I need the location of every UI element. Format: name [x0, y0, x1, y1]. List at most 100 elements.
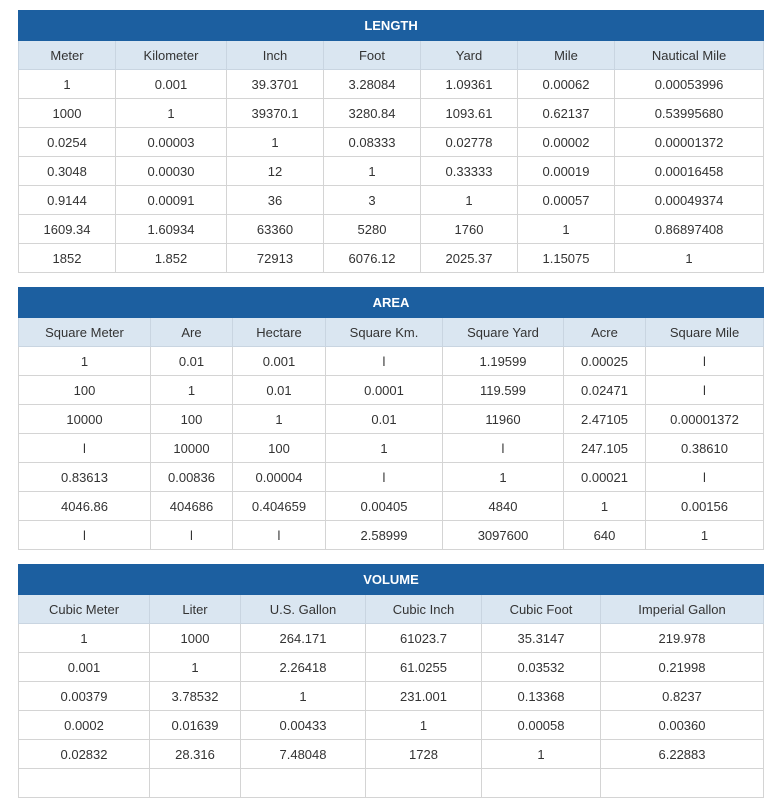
table-cell: 7.48048: [240, 739, 366, 769]
area-column-header: Are: [150, 317, 233, 347]
table-cell: 640: [563, 520, 646, 550]
table-row: 1609.34 1.60934 63360 5280 1760 1 0.86897408: [18, 214, 765, 244]
table-row: 10000 100 1 0.01 11960 2.47105 0.00001372: [18, 404, 764, 434]
table-cell: 3.28084: [323, 69, 421, 99]
table-cell: 0.00836: [150, 462, 233, 492]
table-cell: 0.0254: [18, 127, 116, 157]
area-column-header: Acre: [563, 317, 646, 347]
table-cell: 0.3048: [18, 156, 116, 186]
table-cell: 2.58999: [325, 520, 443, 550]
table-cell: 0.404659: [232, 491, 326, 521]
table-cell: 1000: [18, 98, 116, 128]
table-cell: 0.08333: [323, 127, 421, 157]
volume-table-section: VOLUME Cubic Meter Liter U.S. Gallon Cubic …: [18, 564, 764, 798]
table-row: 100 1 0.01 0.0001 119.599 0.02471 l: [18, 375, 764, 405]
table-cell: l: [442, 433, 564, 463]
table-row: 0.83613 0.00836 0.00004 l 1 0.00021 l: [18, 462, 764, 492]
length-column-header: Foot: [323, 40, 421, 70]
area-column-header: Square Meter: [18, 317, 151, 347]
table-cell: 63360: [226, 214, 324, 244]
volume-column-header: Cubic Inch: [365, 594, 482, 624]
table-cell: 1: [420, 185, 518, 215]
table-cell: 0.001: [18, 652, 150, 682]
table-title-length: LENGTH: [17, 10, 765, 41]
table-cell: 100: [232, 433, 326, 463]
table-cell: 0.00062: [517, 69, 615, 99]
area-column-header: Hectare: [232, 317, 326, 347]
table-cell: 0.00021: [563, 462, 646, 492]
table-row: 0.0002 0.01639 0.00433 1 0.00058 0.00360: [18, 710, 764, 740]
volume-column-header: Cubic Meter: [18, 594, 150, 624]
table-title-area: AREA: [18, 287, 764, 318]
table-row: 0.001 1 2.26418 61.0255 0.03532 0.21998: [18, 652, 764, 682]
table-cell: 0.00030: [115, 156, 227, 186]
table-cell: 1728: [365, 739, 482, 769]
table-cell: 0.01: [232, 375, 326, 405]
table-cell: 0.0001: [325, 375, 443, 405]
table-cell: 0.02778: [420, 127, 518, 157]
table-cell: 1: [226, 127, 324, 157]
table-cell: 0.86897408: [613, 214, 765, 244]
table-cell: 1093.61: [420, 98, 518, 128]
table-cell: 0.21998: [600, 652, 764, 682]
table-cell: 0.62137: [517, 98, 615, 128]
table-cell: 1: [115, 98, 227, 128]
table-cell: 36: [226, 185, 324, 215]
area-column-header: Square Mile: [645, 317, 764, 347]
table-cell: 1: [442, 462, 564, 492]
table-cell: 0.00156: [645, 491, 764, 521]
table-cell: 0.83613: [18, 462, 151, 492]
length-column-header: Nautical Mile: [613, 40, 765, 70]
volume-column-header: Cubic Foot: [481, 594, 601, 624]
table-cell: 0.001: [232, 346, 326, 376]
table-cell: 0.00004: [232, 462, 326, 492]
table-cell: 0.00053996: [613, 69, 765, 99]
table-row: 1000 1 39370.1 3280.84 1093.61 0.62137 0.53995…: [18, 98, 765, 128]
table-cell: 39370.1: [226, 98, 324, 128]
table-row: 0.00379 3.78532 1 231.001 0.13368 0.8237: [18, 681, 764, 711]
volume-column-header: Liter: [149, 594, 241, 624]
table-cell: 2.47105: [563, 404, 646, 434]
table-cell: l: [18, 520, 151, 550]
table-cell: 6076.12: [323, 243, 421, 273]
table-cell: 0.00016458: [613, 156, 765, 186]
table-row: 0.0254 0.00003 1 0.08333 0.02778 0.00002 0.000…: [18, 127, 765, 157]
table-cell: 72913: [226, 243, 324, 273]
table-cell: 264.171: [240, 623, 366, 653]
table-cell: 231.001: [365, 681, 482, 711]
table-row: 1 0.01 0.001 l 1.19599 0.00025 l: [18, 346, 764, 376]
table-cell: 3280.84: [323, 98, 421, 128]
length-column-header: Kilometer: [115, 40, 227, 70]
table-cell: 1: [645, 520, 764, 550]
table-cell: 247.105: [563, 433, 646, 463]
table-cell: 0.00058: [481, 710, 601, 740]
table-cell: 10000: [18, 404, 151, 434]
table-cell: 100: [150, 404, 233, 434]
table-cell: 0.01639: [149, 710, 241, 740]
table-cell: l: [325, 346, 443, 376]
table-cell: 0.00091: [115, 185, 227, 215]
length-column-header: Mile: [517, 40, 615, 70]
table-cell: l: [18, 433, 151, 463]
table-cell: 1: [18, 69, 116, 99]
table-cell: 61023.7: [365, 623, 482, 653]
table-cell: 4046.86: [18, 491, 151, 521]
table-cell: 1609.34: [18, 214, 116, 244]
table-cell: 1: [149, 652, 241, 682]
table-cell: 3: [323, 185, 421, 215]
area-table: AREA Square Meter Are Hectare Square Km. Squ…: [18, 287, 764, 550]
table-cell: 0.00003: [115, 127, 227, 157]
table-cell: 1.09361: [420, 69, 518, 99]
area-column-header: Square Km.: [325, 317, 443, 347]
table-row: 0.3048 0.00030 12 1 0.33333 0.00019 0.00016458: [18, 156, 765, 186]
table-cell: 1: [481, 739, 601, 769]
table-cell: 0.8237: [600, 681, 764, 711]
table-cell: 0.00057: [517, 185, 615, 215]
table-cell: 1: [150, 375, 233, 405]
table-cell: 0.13368: [481, 681, 601, 711]
table-row: 1 1000 264.171 61023.7 35.3147 219.978: [18, 623, 764, 653]
table-row: 1 0.001 39.3701 3.28084 1.09361 0.00062 0.0005…: [18, 69, 765, 99]
table-cell: 0.01: [150, 346, 233, 376]
table-cell: 4840: [442, 491, 564, 521]
table-cell: 0.33333: [420, 156, 518, 186]
